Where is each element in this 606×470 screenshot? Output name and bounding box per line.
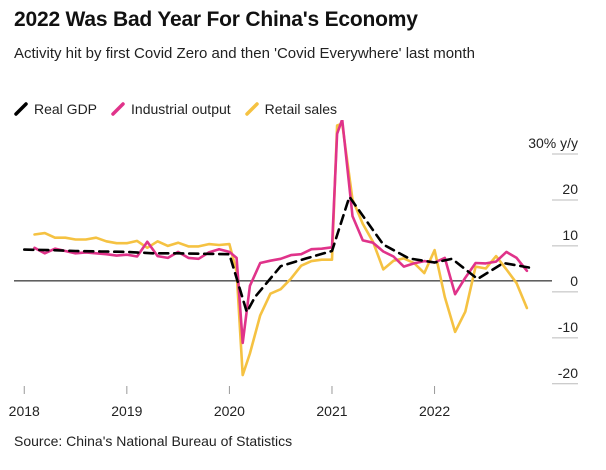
y-tick-label: 0 — [570, 273, 578, 289]
x-tick-label: 2020 — [214, 403, 245, 419]
x-axis: 2018 2019 2020 2021 2022 — [9, 386, 450, 419]
x-tick-label: 2018 — [9, 403, 40, 419]
x-tick-label: 2019 — [111, 403, 142, 419]
line-chart: 2018 2019 2020 2021 2022 30% y/y 20 10 0 -10 -20 — [9, 120, 578, 419]
legend-label-real-gdp: Real GDP — [34, 101, 98, 117]
legend-item-real-gdp: Real GDP — [14, 101, 97, 117]
legend-swatch-industrial-output — [111, 102, 125, 116]
legend-swatch-real-gdp — [14, 102, 28, 116]
y-tick-label: -20 — [558, 365, 578, 381]
y-tick-label: -10 — [558, 319, 578, 335]
chart-subtitle: Activity hit by first Covid Zero and the… — [14, 45, 475, 62]
legend-label-industrial-output: Industrial output — [131, 101, 231, 117]
x-tick-label: 2021 — [316, 403, 347, 419]
source-note: Source: China's National Bureau of Stati… — [14, 433, 293, 449]
y-tick-label: 10 — [562, 227, 578, 243]
legend: Real GDP Industrial output Retail sales — [14, 99, 351, 119]
legend-label-retail-sales: Retail sales — [264, 101, 338, 117]
legend-item-industrial-output: Industrial output — [111, 101, 231, 117]
y-axis: 30% y/y 20 10 0 -10 -20 — [528, 135, 578, 385]
series-line-retail-sales — [33, 122, 529, 377]
y-tick-label: 30% y/y — [528, 135, 578, 151]
series-line-industrial-output — [33, 120, 529, 345]
series-lines — [22, 120, 531, 377]
series-line-real-gdp — [22, 195, 531, 314]
chart-title: 2022 Was Bad Year For China's Economy — [14, 8, 418, 31]
legend-swatch-retail-sales — [244, 102, 259, 116]
y-tick-label: 20 — [562, 181, 578, 197]
legend-item-retail-sales: Retail sales — [244, 101, 338, 117]
x-tick-label: 2022 — [419, 403, 450, 419]
